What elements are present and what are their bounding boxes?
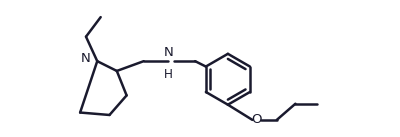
Text: N: N	[81, 52, 91, 65]
Text: H: H	[164, 68, 173, 82]
Text: N: N	[163, 46, 173, 59]
Text: O: O	[251, 113, 262, 126]
